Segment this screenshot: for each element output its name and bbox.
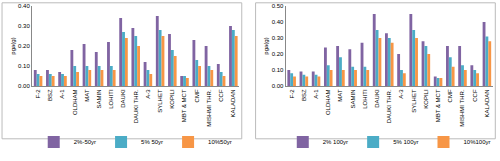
svg-text:KOPILI: KOPILI [169,89,175,109]
svg-text:0.20: 0.20 [18,43,30,49]
svg-text:CMF: CMF [194,89,200,102]
svg-text:MBT & MCT: MBT & MCT [435,89,441,122]
svg-text:MISHMI THR.: MISHMI THR. [206,89,212,127]
svg-text:10%100yr: 10%100yr [463,139,490,145]
svg-text:DAUKI: DAUKI [374,89,380,108]
svg-text:MBT & MCT: MBT & MCT [181,89,187,122]
svg-text:0.00: 0.00 [18,83,30,89]
svg-text:2% 100yr: 2% 100yr [323,139,348,145]
svg-text:0.30: 0.30 [18,23,30,29]
svg-text:A-3: A-3 [398,89,404,99]
svg-text:CCF: CCF [218,89,224,102]
svg-text:A-1: A-1 [59,89,65,99]
svg-text:DAUKI THR.: DAUKI THR. [133,89,139,123]
svg-text:10%50yr: 10%50yr [208,139,232,145]
svg-text:F-2: F-2 [35,89,41,99]
svg-text:0.40: 0.40 [18,3,30,9]
svg-text:DAUKI THR.: DAUKI THR. [386,89,392,123]
svg-text:BSZ: BSZ [301,89,307,101]
svg-text:KALADAN: KALADAN [484,89,490,117]
svg-text:KOPILI: KOPILI [423,89,429,109]
svg-text:F-2: F-2 [289,89,295,99]
svg-text:MISHMI THR.: MISHMI THR. [459,89,465,127]
svg-text:0.00: 0.00 [272,83,284,89]
svg-text:SAMIN: SAMIN [350,89,356,108]
svg-text:0.30: 0.30 [272,35,284,41]
svg-text:CCF: CCF [472,89,478,102]
svg-text:LOHITI: LOHITI [108,89,114,109]
svg-text:SYLHET: SYLHET [157,89,163,113]
svg-text:LOHITI: LOHITI [362,89,368,109]
svg-text:0.20: 0.20 [272,51,284,57]
svg-text:MAT: MAT [337,89,343,102]
svg-text:2%-50yr: 2%-50yr [74,139,96,145]
svg-text:SAMIN: SAMIN [96,89,102,108]
svg-text:OLDHAM: OLDHAM [72,89,78,115]
svg-text:CMF: CMF [447,89,453,102]
svg-text:SYLHET: SYLHET [411,89,417,113]
svg-text:0.10: 0.10 [18,63,30,69]
svg-text:pga(g): pga(g) [10,37,16,54]
svg-text:5% 50yr: 5% 50yr [141,139,163,145]
svg-text:KALADAN: KALADAN [230,89,236,117]
svg-text:0.50: 0.50 [272,3,284,9]
svg-text:A-1: A-1 [313,89,319,99]
svg-text:pga(g): pga(g) [263,37,269,54]
svg-text:BSZ: BSZ [47,89,53,101]
svg-text:0.10: 0.10 [272,67,284,73]
svg-text:OLDHAM: OLDHAM [325,89,331,115]
svg-text:MAT: MAT [84,89,90,102]
svg-text:A-3: A-3 [145,89,151,99]
svg-text:DAUKI: DAUKI [120,89,126,108]
svg-text:0.40: 0.40 [272,19,284,25]
svg-text:5% 100yr: 5% 100yr [393,139,418,145]
